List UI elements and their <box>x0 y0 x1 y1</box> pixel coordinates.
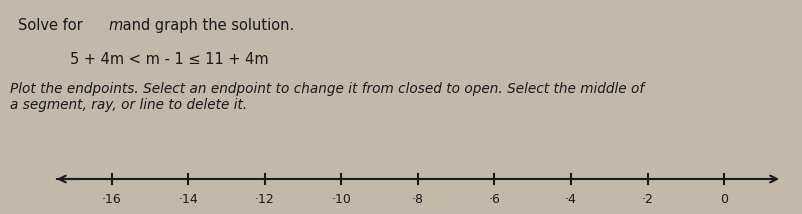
Text: ·10: ·10 <box>331 193 350 206</box>
Text: Plot the endpoints. Select an endpoint to change it from closed to open. Select : Plot the endpoints. Select an endpoint t… <box>10 82 643 112</box>
Text: Solve for: Solve for <box>18 18 87 33</box>
Text: ·4: ·4 <box>565 193 576 206</box>
Text: ·16: ·16 <box>102 193 121 206</box>
Text: ·14: ·14 <box>178 193 198 206</box>
Text: and graph the solution.: and graph the solution. <box>118 18 294 33</box>
Text: ·12: ·12 <box>255 193 274 206</box>
Text: ·2: ·2 <box>641 193 653 206</box>
Text: 5 + 4m < m - 1 ≤ 11 + 4m: 5 + 4m < m - 1 ≤ 11 + 4m <box>70 52 269 67</box>
Text: m: m <box>108 18 123 33</box>
Text: ·8: ·8 <box>411 193 423 206</box>
Text: ·6: ·6 <box>488 193 500 206</box>
Text: 0: 0 <box>719 193 727 206</box>
